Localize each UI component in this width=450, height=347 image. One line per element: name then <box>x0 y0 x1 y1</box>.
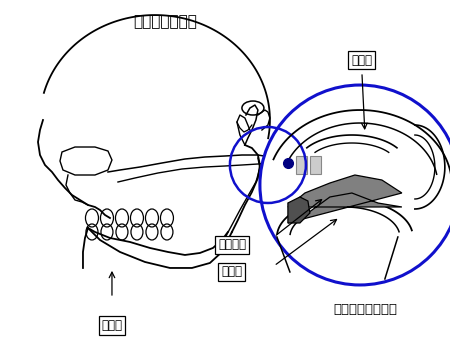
Text: 関節円板: 関節円板 <box>218 238 246 252</box>
FancyBboxPatch shape <box>296 156 307 174</box>
Polygon shape <box>288 175 402 223</box>
Text: 下類骨: 下類骨 <box>101 320 122 332</box>
FancyArrow shape <box>355 152 410 178</box>
Circle shape <box>260 85 450 285</box>
Polygon shape <box>288 197 310 223</box>
Text: 下類頭: 下類頭 <box>221 265 243 279</box>
Text: 頼関節部の拡大図: 頼関節部の拡大図 <box>333 303 397 316</box>
Text: 下類窩: 下類窩 <box>351 53 373 67</box>
FancyBboxPatch shape <box>310 156 321 174</box>
Text: 頭蓋骨の側面図: 頭蓋骨の側面図 <box>133 14 197 29</box>
